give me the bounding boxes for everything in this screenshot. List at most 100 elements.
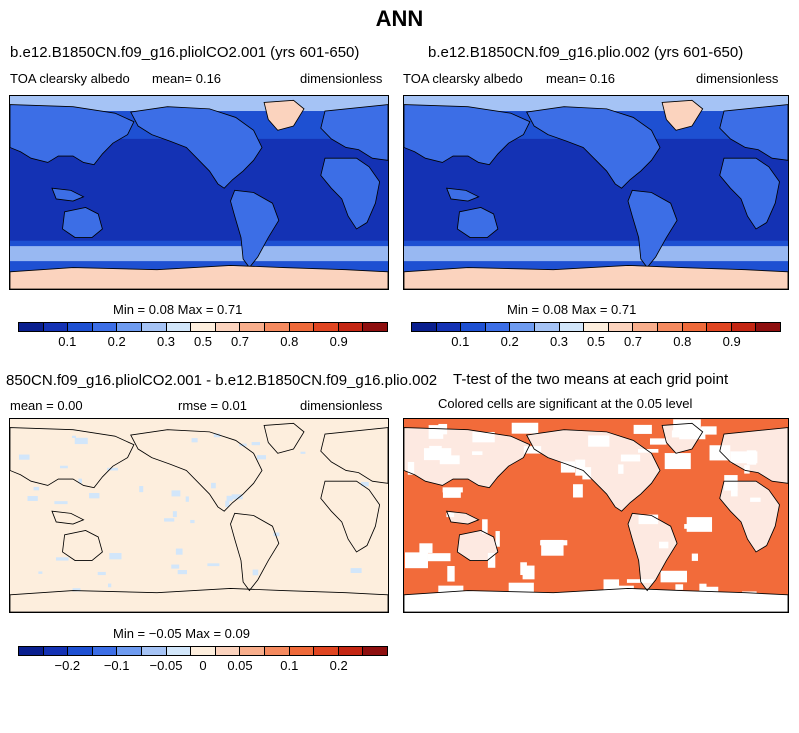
non-significant-patch [442,489,461,498]
colorbar-cell [756,323,780,331]
continent-outline [719,480,780,553]
colorbar-cell [314,647,339,655]
non-significant-patch [649,438,667,445]
colorbar-cell [264,323,290,331]
continent-outline [627,189,678,269]
colorbar-cell [19,323,44,331]
difference-patch [108,583,112,588]
panel-1-units-label: dimensionless [300,71,383,86]
continent-outline [51,187,85,202]
panel-3-title: 850CN.f09_g16.pliolCO2.001 - b.e12.B1850… [6,372,438,389]
page-title: ANN [375,6,424,31]
colorbar-cell [485,323,511,331]
colorbar-cell [633,323,658,331]
continent-outline [404,104,531,166]
non-significant-patch [405,552,428,569]
non-significant-patch [487,552,496,568]
continent-outline [10,104,135,166]
difference-patch [55,557,69,561]
colorbar-cell [682,323,708,331]
non-significant-patch [691,553,698,561]
colorbar-cell [264,647,290,655]
colorbar-cell [707,323,732,331]
colorbar-tick-label: 0.5 [193,334,213,349]
difference-patch [251,442,260,446]
difference-patch [59,465,68,469]
panel-3-minmax: Min = −0.05 Max = 0.09 [113,626,250,641]
difference-patch [252,569,259,576]
difference-patch [97,571,106,576]
colorbar-cell [117,323,142,331]
panel-2-minmax: Min = 0.08 Max = 0.71 [507,302,637,317]
panel-2-variable-label: TOA clearsky albedo [403,71,523,86]
difference-patch [139,486,144,493]
difference-patch [190,519,195,524]
panel-4-title: T-test of the two means at each grid poi… [453,371,729,388]
continent-outline [10,587,388,612]
continent-outline [130,106,263,189]
panel-1-mean-label: mean= 0.16 [152,71,222,86]
continent-outline [10,427,135,489]
difference-patch [89,493,100,499]
colorbar-cell [338,647,364,655]
non-significant-patch [701,426,717,435]
colorbar-tick-label: 0.1 [280,658,299,673]
colorbar-tick-label: 0.9 [722,334,741,349]
colorbar-cell [92,323,118,331]
colorbar-cell [338,323,364,331]
colorbar-tick-label: 0.1 [451,334,470,349]
ocean-fill [10,419,388,612]
difference-patch [18,454,30,460]
panel-4-map-plot [404,419,788,612]
colorbar-tick-label: 0.2 [500,334,519,349]
continent-outline [526,429,661,512]
difference-patch [71,435,76,438]
colorbar-cell [657,323,683,331]
difference-patch [226,495,233,502]
non-significant-patch [675,584,684,590]
continent-outline [51,510,85,525]
non-significant-patch [540,540,568,546]
non-significant-patch [511,422,539,434]
colorbar-tick-label: 0.5 [586,334,606,349]
continent-outline [230,512,280,592]
colorbar-cell [559,323,585,331]
colorbar-cell [68,647,93,655]
continent-outline [719,157,780,230]
colorbar-cell [534,323,560,331]
colorbar-tick-label: 0.1 [58,334,77,349]
colorbar-tick-label: −0.05 [149,658,183,673]
colorbar-cell [412,323,437,331]
non-significant-patch [508,582,534,594]
continent-outline [456,207,499,238]
continent-outline [404,427,531,489]
colorbar-cell [436,323,462,331]
difference-patch [191,438,198,443]
colorbar-cell [584,323,609,331]
colorbar-cell [215,323,241,331]
continent-outline [320,427,388,484]
panel-2-title: b.e12.B1850CN.f09_g16.plio.002 (yrs 601-… [428,44,744,61]
non-significant-patch [573,484,583,498]
non-significant-patch [447,566,455,582]
colorbar-cell [731,323,757,331]
continent-outline [456,530,499,561]
colorbar-cell [363,647,387,655]
panel-2-colorbar [411,322,781,332]
difference-patch [72,588,81,592]
continent-outline [320,480,381,553]
difference-patch [361,481,369,487]
panel-3-rmse-label: rmse = 0.01 [178,398,248,413]
continent-outline [404,587,788,612]
colorbar-cell [240,323,265,331]
non-significant-patch [560,461,576,473]
panel-1-title: b.e12.B1850CN.f09_g16.pliolCO2.001 (yrs … [10,44,360,61]
colorbar-cell [166,647,192,655]
colorbar-cell [289,323,315,331]
colorbar-cell [363,323,387,331]
colorbar-tick-label: 0 [199,658,207,673]
colorbar-tick-label: 0.3 [549,334,569,349]
colorbar-cell [191,323,216,331]
colorbar-tick-label: 0.8 [280,334,299,349]
non-significant-patch [664,453,691,470]
